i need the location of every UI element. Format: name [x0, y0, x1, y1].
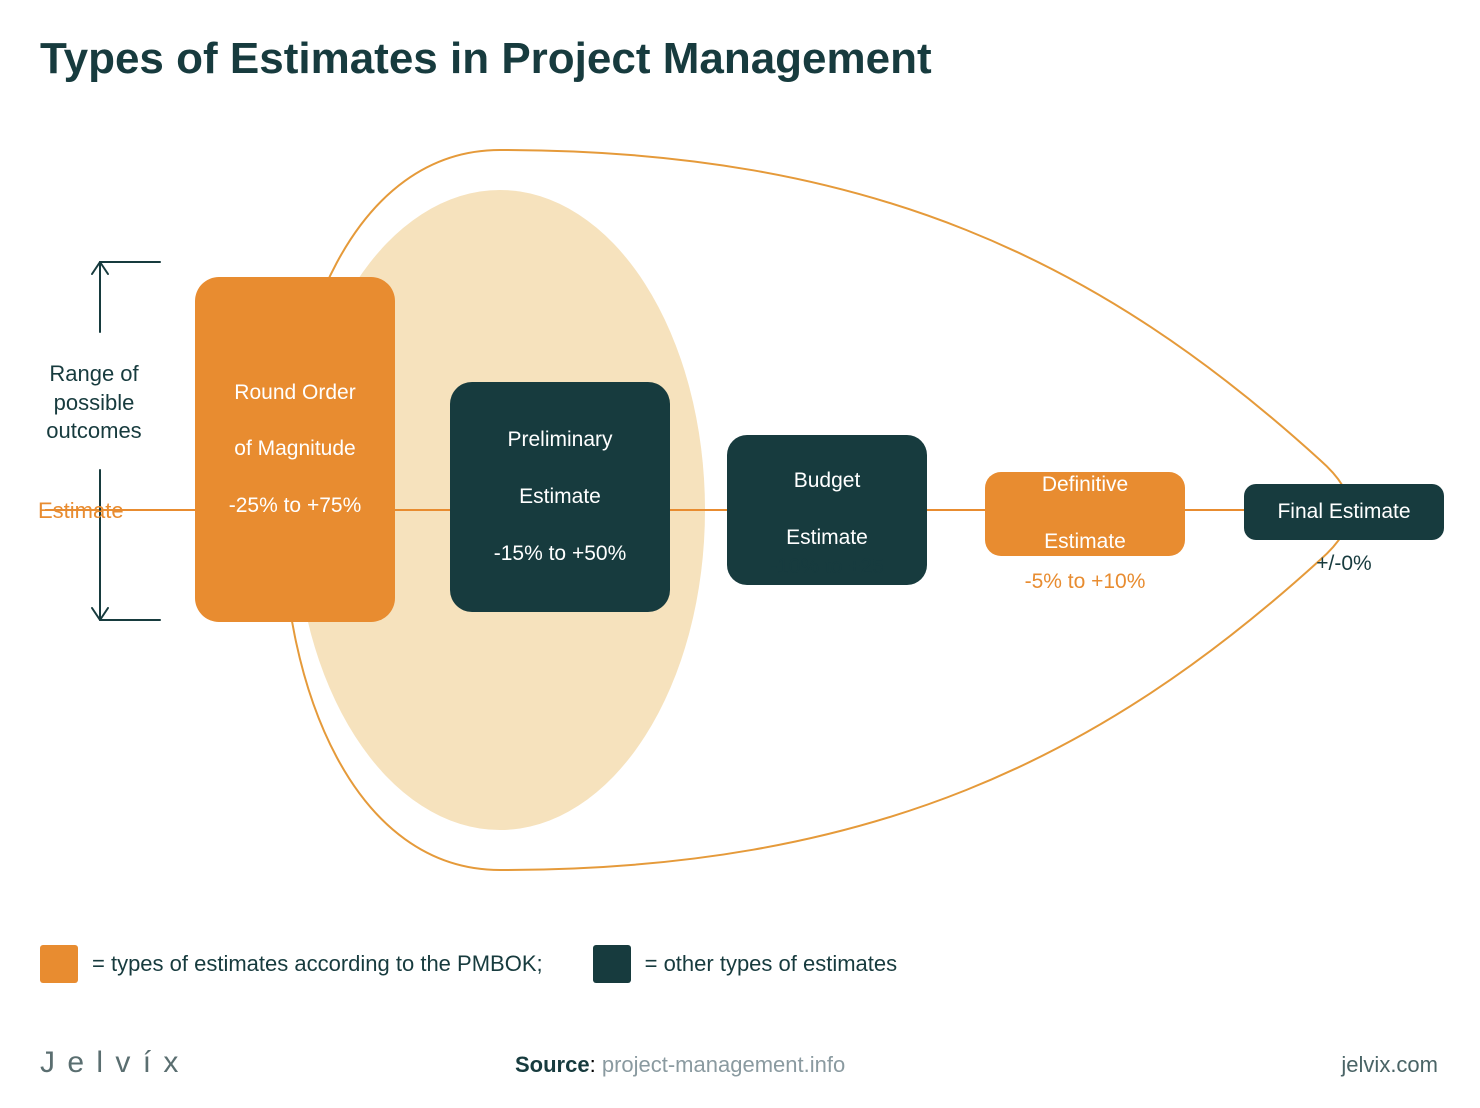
footer-site: jelvix.com: [1341, 1052, 1438, 1078]
legend-text-1: = other types of estimates: [645, 951, 898, 977]
box-budget-ext-label: -10% to +25: [727, 553, 927, 580]
footer-source-sep: :: [590, 1052, 602, 1077]
range-label-line2: possible: [54, 390, 135, 415]
box-definitive-line2: Estimate: [1044, 528, 1126, 556]
range-label: Range of possible outcomes: [34, 360, 154, 446]
box-final-line1: Final Estimate: [1277, 498, 1410, 526]
footer-source-label: Source: [515, 1052, 590, 1077]
box-preliminary-line2: Estimate: [519, 483, 601, 511]
box-rom-line3: -25% to +75%: [229, 492, 362, 520]
box-budget-line1: Budget: [794, 467, 861, 495]
box-preliminary-line1: Preliminary: [507, 426, 612, 454]
estimate-label: Estimate: [38, 497, 124, 526]
box-definitive-line1: Definitive: [1042, 471, 1128, 499]
box-rom-line1: Round Order: [234, 379, 355, 407]
box-final: Final Estimate: [1244, 484, 1444, 540]
brand-logo: J e l v í x: [40, 1046, 180, 1080]
estimate-label-text: Estimate: [38, 498, 124, 523]
range-label-line3: outcomes: [46, 418, 141, 443]
legend-swatch-0: [40, 945, 78, 983]
box-definitive-ext-label: -5% to +10%: [985, 568, 1185, 595]
box-rom: Round Order of Magnitude -25% to +75%: [195, 277, 395, 622]
footer-source-value: project-management.info: [602, 1052, 845, 1077]
legend: = types of estimates according to the PM…: [40, 945, 933, 983]
footer-source: Source: project-management.info: [515, 1052, 845, 1078]
box-preliminary-line3: -15% to +50%: [494, 540, 627, 568]
legend-text-0: = types of estimates according to the PM…: [92, 951, 543, 977]
box-definitive: Definitive Estimate: [985, 472, 1185, 556]
range-label-line1: Range of: [49, 361, 138, 386]
box-budget-line2: Estimate: [786, 524, 868, 552]
legend-swatch-1: [593, 945, 631, 983]
box-final-ext-label: +/-0%: [1244, 550, 1444, 577]
box-rom-line2: of Magnitude: [234, 435, 355, 463]
box-preliminary: Preliminary Estimate -15% to +50%: [450, 382, 670, 612]
